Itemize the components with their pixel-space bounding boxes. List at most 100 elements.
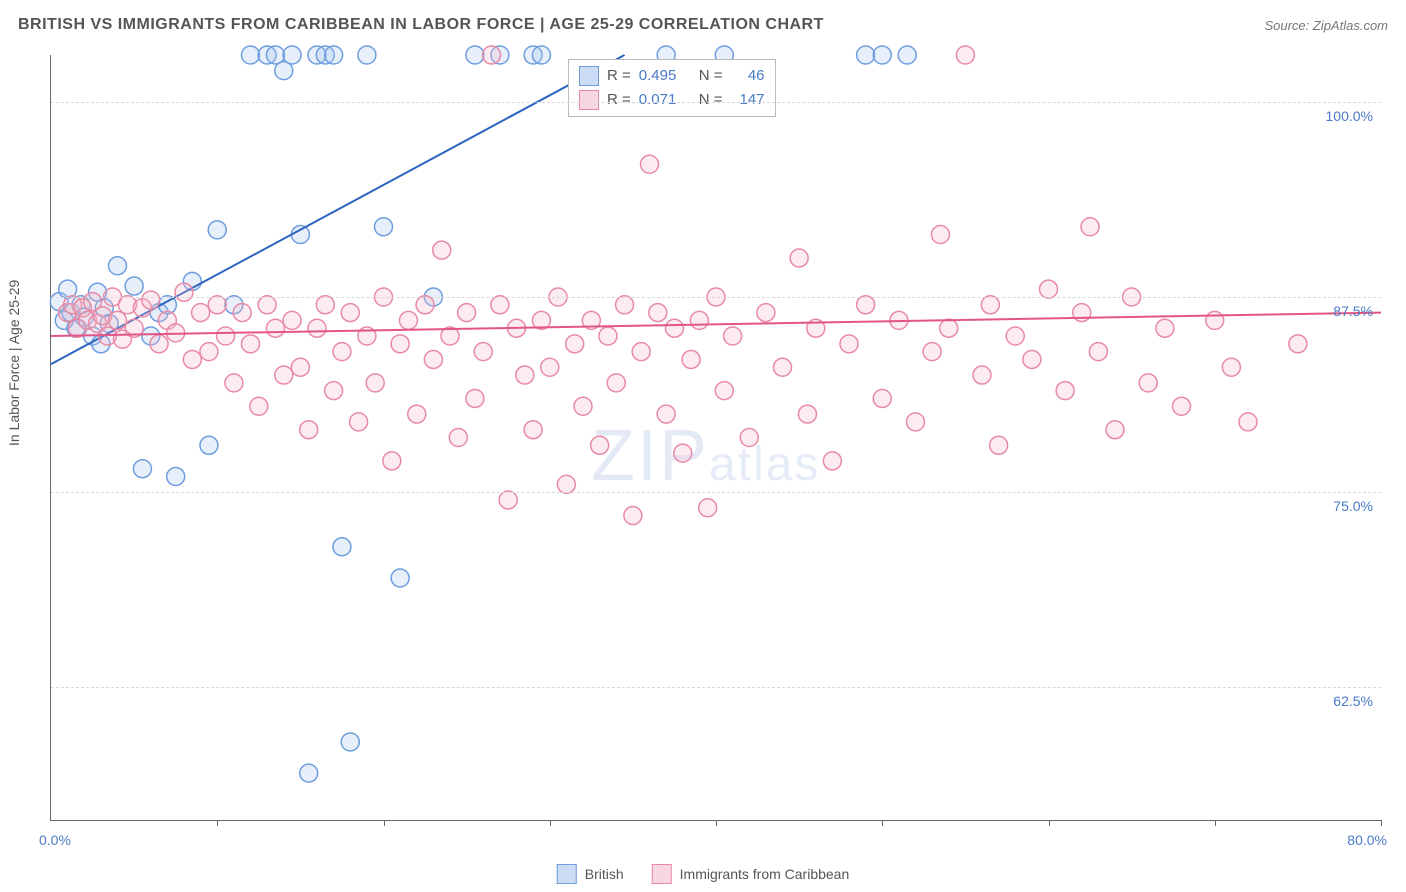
data-point: [125, 277, 143, 295]
stat-r-label: R =: [607, 88, 631, 112]
data-point: [291, 358, 309, 376]
data-point: [1040, 280, 1058, 298]
x-tick: [217, 820, 218, 826]
data-point: [266, 319, 284, 337]
stat-n-label: N =: [699, 64, 723, 88]
data-point: [383, 452, 401, 470]
data-point: [873, 46, 891, 64]
data-point: [424, 350, 442, 368]
stat-n-value: 46: [731, 64, 765, 88]
data-point: [225, 374, 243, 392]
data-point: [516, 366, 534, 384]
data-point: [250, 397, 268, 415]
data-point: [350, 413, 368, 431]
data-point: [616, 296, 634, 314]
data-point: [416, 296, 434, 314]
data-point: [599, 327, 617, 345]
source-label: Source: ZipAtlas.com: [1264, 18, 1388, 33]
data-point: [433, 241, 451, 259]
legend-swatch: [579, 66, 599, 86]
data-point: [1023, 350, 1041, 368]
data-point: [133, 460, 151, 478]
data-point: [308, 319, 326, 337]
data-point: [275, 366, 293, 384]
y-tick-label: 100.0%: [1326, 108, 1373, 124]
data-point: [566, 335, 584, 353]
data-point: [557, 475, 575, 493]
data-point: [1173, 397, 1191, 415]
legend-item: Immigrants from Caribbean: [652, 864, 850, 884]
data-point: [699, 499, 717, 517]
data-point: [1206, 311, 1224, 329]
y-tick-label: 87.5%: [1333, 303, 1373, 319]
data-point: [258, 296, 276, 314]
data-point: [990, 436, 1008, 454]
data-point: [167, 468, 185, 486]
data-point: [1289, 335, 1307, 353]
data-point: [175, 283, 193, 301]
data-point: [740, 429, 758, 447]
data-point: [341, 304, 359, 322]
data-point: [391, 335, 409, 353]
data-point: [724, 327, 742, 345]
legend-label: British: [585, 866, 624, 882]
data-point: [1081, 218, 1099, 236]
data-point: [798, 405, 816, 423]
data-point: [217, 327, 235, 345]
data-point: [300, 421, 318, 439]
stat-r-value: 0.071: [639, 88, 691, 112]
data-point: [649, 304, 667, 322]
data-point: [183, 350, 201, 368]
data-point: [940, 319, 958, 337]
x-axis-max-label: 80.0%: [1347, 832, 1387, 848]
data-point: [291, 226, 309, 244]
data-point: [408, 405, 426, 423]
data-point: [200, 343, 218, 361]
data-point: [150, 335, 168, 353]
data-point: [142, 291, 160, 309]
data-point: [657, 405, 675, 423]
data-point: [956, 46, 974, 64]
data-point: [898, 46, 916, 64]
chart-svg: [51, 55, 1381, 820]
data-point: [757, 304, 775, 322]
data-point: [931, 226, 949, 244]
data-point: [840, 335, 858, 353]
x-axis-min-label: 0.0%: [39, 832, 71, 848]
data-point: [1106, 421, 1124, 439]
data-point: [641, 155, 659, 173]
grid-line: [51, 492, 1381, 493]
stat-n-value: 147: [731, 88, 765, 112]
data-point: [341, 733, 359, 751]
data-point: [499, 491, 517, 509]
data-point: [109, 257, 127, 275]
data-point: [632, 343, 650, 361]
stats-box: R =0.495N =46R =0.071N =147: [568, 59, 776, 117]
data-point: [316, 296, 334, 314]
data-point: [483, 46, 501, 64]
data-point: [1089, 343, 1107, 361]
plot-area: ZIPatlas R =0.495N =46R =0.071N =147 0.0…: [50, 55, 1381, 821]
data-point: [1139, 374, 1157, 392]
data-point: [300, 764, 318, 782]
data-point: [466, 389, 484, 407]
data-point: [109, 311, 127, 329]
stat-n-label: N =: [699, 88, 723, 112]
grid-line: [51, 687, 1381, 688]
stats-row: R = 0.071 N = 147: [579, 88, 765, 112]
data-point: [857, 46, 875, 64]
data-point: [1006, 327, 1024, 345]
data-point: [591, 436, 609, 454]
x-tick: [1381, 820, 1382, 826]
stat-r-label: R =: [607, 64, 631, 88]
data-point: [208, 221, 226, 239]
data-point: [333, 538, 351, 556]
data-point: [325, 46, 343, 64]
data-point: [973, 366, 991, 384]
y-tick-label: 62.5%: [1333, 693, 1373, 709]
legend-item: British: [557, 864, 624, 884]
data-point: [366, 374, 384, 392]
data-point: [690, 311, 708, 329]
legend-label: Immigrants from Caribbean: [680, 866, 850, 882]
data-point: [665, 319, 683, 337]
